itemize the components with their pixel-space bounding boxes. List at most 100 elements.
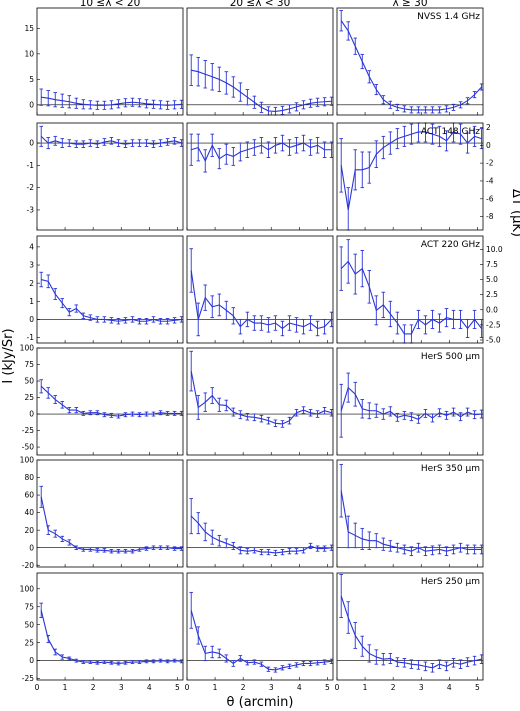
right-y-tick-label: 7.5 — [486, 260, 498, 269]
x-axis-label: θ (arcmin) — [227, 695, 294, 710]
panel-frame — [36, 459, 184, 568]
y-tick-label: -1 — [27, 161, 35, 170]
series-line — [191, 142, 332, 163]
panel-frame — [336, 572, 484, 681]
y-tick-label: 75 — [24, 360, 34, 369]
panel: 0 1 2 3 4 5 HerS 250 μm — [335, 572, 484, 692]
x-tick-label: 4 — [297, 683, 302, 692]
panel-frame — [186, 235, 334, 344]
series-line — [40, 610, 182, 665]
panel: -8 -6 -4 -2 0 2 ACT 148 GHz — [336, 122, 494, 231]
panel — [186, 347, 334, 456]
series-line — [340, 386, 482, 420]
x-tick-label: 3 — [269, 683, 274, 692]
right-y-tick-label: 0 — [486, 141, 491, 150]
panel — [186, 459, 334, 568]
y-axis-label-right: ΔT (μK) — [509, 189, 520, 237]
panel-frame — [186, 572, 334, 681]
y-tick-label: 100 — [20, 456, 35, 465]
panel-frame — [186, 7, 334, 116]
right-y-tick-label: 2 — [486, 123, 491, 132]
panel-label: ACT 148 GHz — [421, 127, 480, 137]
panel-frame — [186, 347, 334, 456]
panel-frame — [186, 122, 334, 231]
x-tick-label: 1 — [213, 683, 218, 692]
x-tick-label: 1 — [363, 683, 368, 692]
panel-frame — [36, 122, 184, 231]
panel-frame — [186, 459, 334, 568]
y-tick-label: 0 — [29, 656, 34, 665]
panel-frame — [36, 235, 184, 344]
series-line — [41, 278, 182, 322]
right-y-tick-label: -5.0 — [486, 336, 501, 345]
y-tick-label: -25 — [22, 426, 34, 435]
series-line — [190, 270, 332, 330]
panel-frame — [336, 459, 484, 568]
y-tick-label: 40 — [24, 508, 34, 517]
panel-label: HerS 250 μm — [421, 577, 480, 587]
right-y-tick-label: -8 — [486, 212, 494, 221]
series-line — [190, 610, 332, 671]
y-tick-label: 2 — [29, 279, 34, 288]
x-tick-label: 0 — [335, 683, 340, 692]
right-y-tick-label: 2.5 — [486, 290, 498, 299]
panel: NVSS 1.4 GHz — [336, 7, 484, 116]
series-line — [191, 69, 332, 112]
y-tick-label: 50 — [24, 377, 34, 386]
panel-frame — [36, 572, 184, 681]
series-line — [340, 20, 483, 111]
y-tick-label: 0 — [29, 410, 34, 419]
y-tick-label: 100 — [20, 344, 35, 353]
x-tick-label: 5 — [175, 683, 180, 692]
panel-frame — [36, 347, 184, 456]
y-tick-label: 80 — [24, 473, 34, 482]
y-tick-label: -50 — [22, 443, 34, 452]
right-y-tick-label: -6 — [486, 194, 494, 203]
series-line — [40, 385, 182, 417]
y-tick-label: -20 — [22, 561, 34, 570]
right-y-tick-label: 10.0 — [486, 245, 503, 254]
right-y-tick-label: 0.0 — [486, 305, 498, 314]
series-line — [340, 131, 482, 211]
panel: -1 0 1 2 3 4 — [27, 235, 184, 344]
y-tick-label: 25 — [24, 638, 34, 647]
panel-label: NVSS 1.4 GHz — [417, 12, 480, 22]
panel — [186, 122, 334, 231]
series-line — [340, 260, 483, 335]
x-tick-label: 2 — [241, 683, 246, 692]
y-tick-label: -1 — [27, 333, 35, 342]
column-title: 10 ≤λ < 20 — [80, 0, 141, 9]
x-tick-label: 1 — [63, 683, 68, 692]
series-line — [41, 96, 182, 106]
y-tick-label: 75 — [24, 602, 34, 611]
y-tick-label: 0 — [29, 139, 34, 148]
panel-label: HerS 500 μm — [421, 352, 480, 362]
panel-frame — [336, 235, 484, 344]
series-line — [340, 490, 482, 552]
x-tick-label: 2 — [91, 683, 96, 692]
panel-frame — [336, 122, 484, 231]
panel: HerS 500 μm — [336, 347, 484, 456]
x-tick-label: 4 — [147, 683, 152, 692]
y-tick-label: 4 — [29, 242, 34, 251]
column-title: λ ≥ 30 — [392, 0, 427, 9]
series-line — [40, 135, 182, 145]
series-line — [340, 595, 482, 669]
y-tick-label: 0 — [29, 315, 34, 324]
panel-frame — [36, 7, 184, 116]
right-y-tick-label: -2.5 — [486, 320, 501, 329]
y-tick-label: -25 — [22, 674, 34, 683]
panel: 0 1 2 3 4 5 — [185, 572, 334, 692]
y-tick-label: 60 — [24, 491, 34, 500]
y-tick-label: -2 — [27, 183, 35, 192]
panel: -5.0 -2.5 0.0 2.5 5.0 7.5 10.0 ACT 220 GHz — [336, 235, 503, 345]
panel — [186, 235, 334, 344]
panel-frame — [336, 7, 484, 116]
x-tick-label: 5 — [475, 683, 480, 692]
y-tick-label: 5 — [29, 75, 34, 84]
y-axis-label-left: I (kJy/Sr) — [1, 328, 16, 383]
right-y-tick-label: 5.0 — [486, 275, 498, 284]
x-tick-label: 4 — [447, 683, 452, 692]
